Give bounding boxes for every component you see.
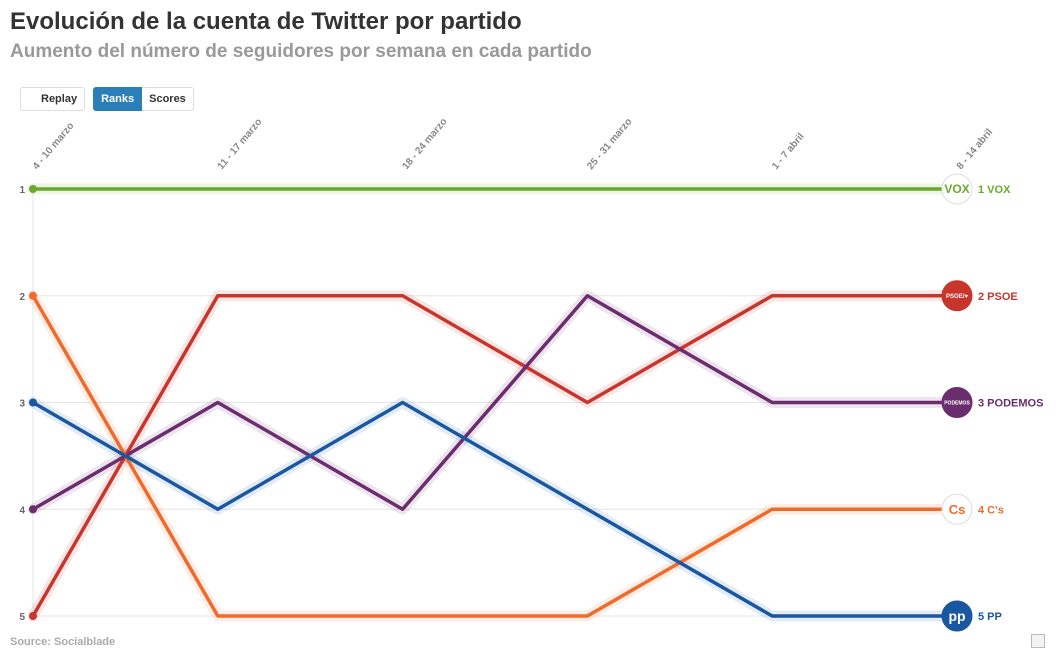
x-tick-label: 18 - 24 marzo bbox=[400, 116, 449, 172]
ranks-button[interactable]: Ranks bbox=[93, 87, 143, 111]
logo-text: PSOE/♥ bbox=[946, 294, 968, 300]
series-end-label: 5 PP bbox=[978, 611, 1002, 623]
series-end-label: 3 PODEMOS bbox=[978, 398, 1043, 410]
series-start-point bbox=[29, 291, 37, 300]
series-end-label: 2 PSOE bbox=[978, 291, 1018, 303]
x-tick-label: 25 - 31 marzo bbox=[585, 116, 634, 172]
logo-text: Cs bbox=[949, 502, 966, 517]
source-note: Source: Socialblade bbox=[10, 636, 116, 648]
series-end-label: 4 C's bbox=[978, 504, 1004, 516]
series-start-point bbox=[29, 398, 37, 407]
x-tick-label: 11 - 17 marzo bbox=[216, 117, 265, 172]
chart-subtitle: Aumento del número de seguidores por sem… bbox=[10, 41, 592, 62]
chart-controls: Replay Ranks Scores bbox=[20, 87, 194, 111]
series-line bbox=[31, 294, 957, 617]
logo-text: PODEMOS bbox=[944, 400, 970, 406]
pp-logo-icon bbox=[941, 600, 973, 632]
series-line bbox=[32, 400, 957, 618]
series-start-point bbox=[29, 612, 37, 620]
replay-label: Replay bbox=[41, 93, 78, 105]
y-tick-label: 5 bbox=[19, 612, 25, 623]
x-tick-label: 1 - 7 abril bbox=[770, 131, 807, 172]
vox-logo-icon bbox=[941, 173, 973, 205]
y-tick-label: 2 bbox=[19, 292, 25, 303]
chart-title: Evolución de la cuenta de Twitter por pa… bbox=[10, 8, 522, 35]
x-tick-label: 4 - 10 marzo bbox=[31, 121, 77, 172]
replay-button[interactable]: Replay bbox=[20, 87, 86, 111]
series-line bbox=[32, 294, 957, 511]
x-tick-label: 8 - 14 abril bbox=[955, 127, 995, 172]
y-tick-label: 4 bbox=[19, 505, 25, 516]
scores-button[interactable]: Scores bbox=[142, 87, 194, 111]
mode-toggle: Ranks Scores bbox=[93, 87, 194, 111]
y-tick-label: 3 bbox=[19, 399, 25, 410]
series-end-label: 1 VOX bbox=[978, 184, 1011, 196]
logo-text: pp bbox=[948, 608, 965, 624]
logo-text: VOX bbox=[944, 182, 969, 196]
cs-logo-icon bbox=[941, 493, 973, 525]
psoe-logo-icon bbox=[941, 280, 973, 312]
series-line bbox=[31, 294, 957, 618]
y-tick-label: 1 bbox=[19, 185, 25, 196]
series-start-point bbox=[29, 185, 37, 193]
series-start-point bbox=[29, 505, 37, 514]
broken-image-icon bbox=[1031, 634, 1045, 648]
podemos-logo-icon bbox=[941, 387, 973, 418]
